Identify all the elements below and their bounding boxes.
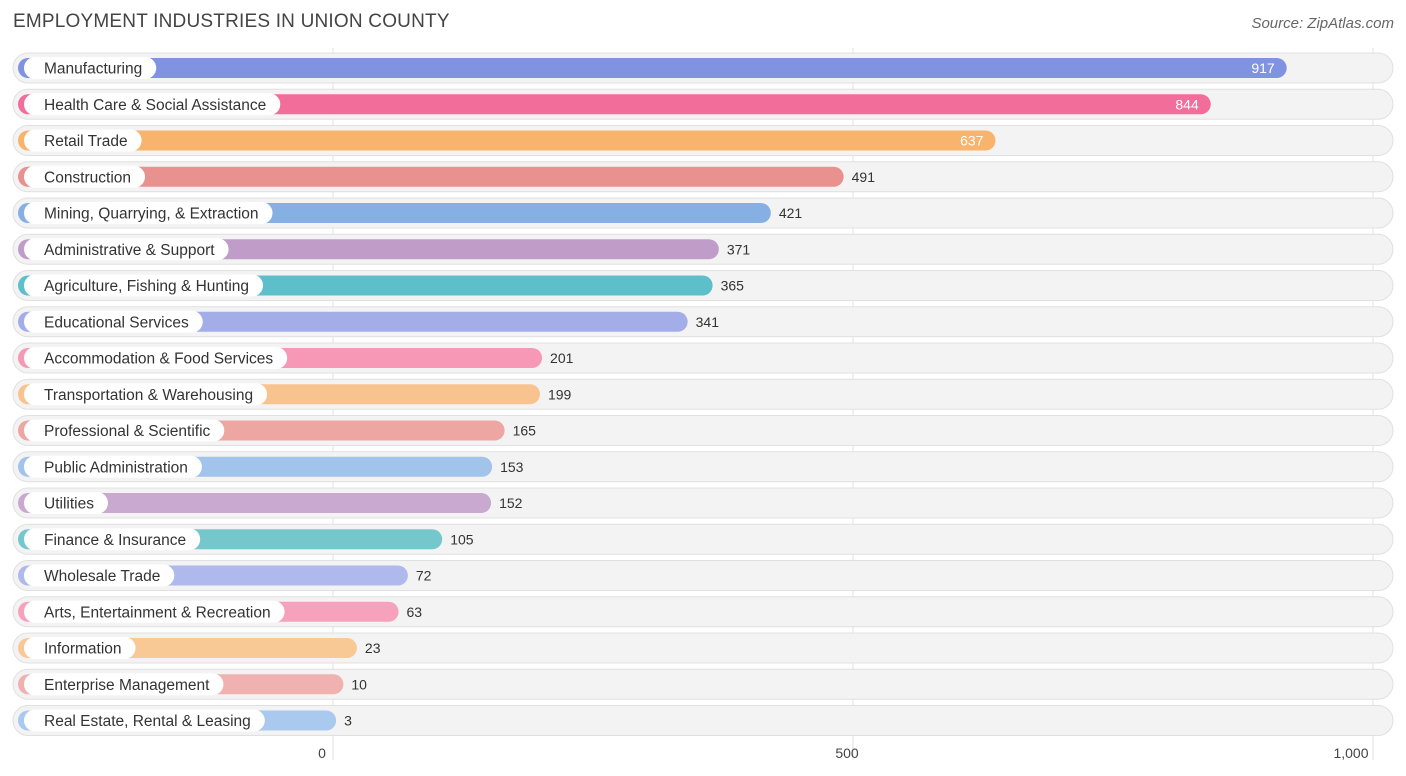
value-label: 341	[696, 314, 720, 330]
value-label: 199	[548, 386, 572, 402]
bar-track	[12, 668, 1394, 700]
category-label: Professional & Scientific	[44, 423, 211, 440]
category-label: Accommodation & Food Services	[44, 351, 273, 368]
category-label-pill	[24, 528, 201, 551]
x-tick-label: 0	[318, 745, 326, 761]
bar-row: Public Administration 153	[12, 451, 1394, 483]
value-label: 421	[779, 205, 803, 221]
category-label: Manufacturing	[44, 61, 142, 78]
category-label-pill	[24, 600, 285, 623]
bar-row: Professional & Scientific 165	[12, 415, 1394, 446]
category-label: Agriculture, Fishing & Hunting	[44, 278, 249, 295]
value-label: 491	[852, 169, 876, 185]
category-label-pill	[24, 492, 108, 514]
chart-title: EMPLOYMENT INDUSTRIES IN UNION COUNTY	[13, 11, 450, 32]
category-label-pill	[24, 673, 224, 696]
bar-row: Information 23	[12, 632, 1394, 664]
bar-row: Manufacturing 917	[12, 52, 1394, 84]
category-label: Real Estate, Rental & Leasing	[44, 713, 251, 730]
category-label: Mining, Quarrying, & Extraction	[44, 206, 259, 223]
value-label: 153	[500, 459, 524, 475]
bar-row: Transportation & Warehousing 199	[12, 378, 1394, 410]
x-axis-ticks: 0 500 1,000	[318, 745, 1369, 761]
bar-track	[12, 632, 1394, 664]
category-label-pill	[24, 310, 203, 333]
category-label-pill	[24, 637, 136, 659]
bar-row: Wholesale Trade 72	[12, 560, 1394, 591]
category-label-pill	[24, 274, 264, 297]
bar	[18, 166, 844, 187]
bar	[18, 58, 1287, 78]
bar	[18, 493, 492, 513]
bar	[18, 130, 996, 151]
category-label-pill	[24, 238, 229, 261]
category-label-pill	[24, 455, 202, 478]
value-label: 23	[365, 640, 381, 656]
value-label: 152	[499, 495, 523, 511]
bar-track	[12, 705, 1394, 736]
category-label-pill	[24, 347, 288, 369]
category-label-pill	[24, 93, 281, 116]
bar-row: Educational Services 341	[12, 306, 1394, 338]
category-label-pill	[24, 57, 157, 79]
value-label: 365	[721, 278, 745, 294]
bar	[18, 94, 1211, 115]
value-label: 165	[513, 423, 537, 439]
category-label-pill	[24, 165, 146, 188]
bar-row: Utilities 152	[12, 487, 1394, 519]
bar-row: Health Care & Social Assistance 844	[12, 88, 1394, 120]
bar-row: Retail Trade 637	[12, 125, 1394, 156]
bar-row: Construction 491	[12, 161, 1394, 193]
category-label-pill	[24, 202, 273, 224]
bar-row: Real Estate, Rental & Leasing 3	[12, 705, 1394, 736]
category-label: Health Care & Social Assistance	[44, 97, 266, 114]
x-tick-label: 500	[835, 745, 859, 761]
bar-row: Administrative & Support 371	[12, 233, 1394, 265]
category-label: Retail Trade	[44, 133, 128, 150]
category-label: Information	[44, 641, 122, 658]
category-label: Public Administration	[44, 459, 188, 476]
value-label: 917	[1251, 60, 1275, 76]
bar-row: Arts, Entertainment & Recreation 63	[12, 596, 1394, 628]
category-label: Transportation & Warehousing	[44, 387, 253, 404]
value-label: 637	[960, 133, 984, 149]
category-label: Utilities	[44, 496, 94, 513]
value-label: 371	[727, 241, 751, 257]
category-label-pill	[24, 383, 268, 406]
value-label: 844	[1175, 96, 1199, 112]
x-tick-label: 1,000	[1333, 745, 1368, 761]
value-label: 3	[344, 713, 352, 729]
category-label-pill	[24, 419, 225, 442]
value-label: 63	[407, 604, 423, 620]
value-label: 201	[550, 350, 574, 366]
chart-source: Source: ZipAtlas.com	[1251, 15, 1394, 32]
category-label: Educational Services	[44, 314, 189, 331]
bar-row: Enterprise Management 10	[12, 668, 1394, 700]
bar-row: Agriculture, Fishing & Hunting 365	[12, 270, 1394, 301]
category-label: Construction	[44, 169, 131, 186]
bar-rows: Manufacturing 917 Health Care & Social Ass…	[12, 52, 1394, 736]
category-label: Arts, Entertainment & Recreation	[44, 604, 271, 621]
category-label-pill	[24, 709, 265, 732]
category-label: Wholesale Trade	[44, 568, 160, 585]
value-label: 72	[416, 568, 432, 584]
bar-row: Accommodation & Food Services 201	[12, 342, 1394, 374]
value-label: 10	[351, 676, 367, 692]
category-label: Enterprise Management	[44, 677, 210, 694]
value-label: 105	[450, 531, 474, 547]
bar-row: Finance & Insurance 105	[12, 523, 1394, 555]
category-label-pill	[24, 129, 142, 152]
category-label: Finance & Insurance	[44, 532, 186, 549]
category-label: Administrative & Support	[44, 242, 215, 259]
category-label-pill	[24, 564, 175, 587]
bar-row: Mining, Quarrying, & Extraction 421	[12, 197, 1394, 229]
